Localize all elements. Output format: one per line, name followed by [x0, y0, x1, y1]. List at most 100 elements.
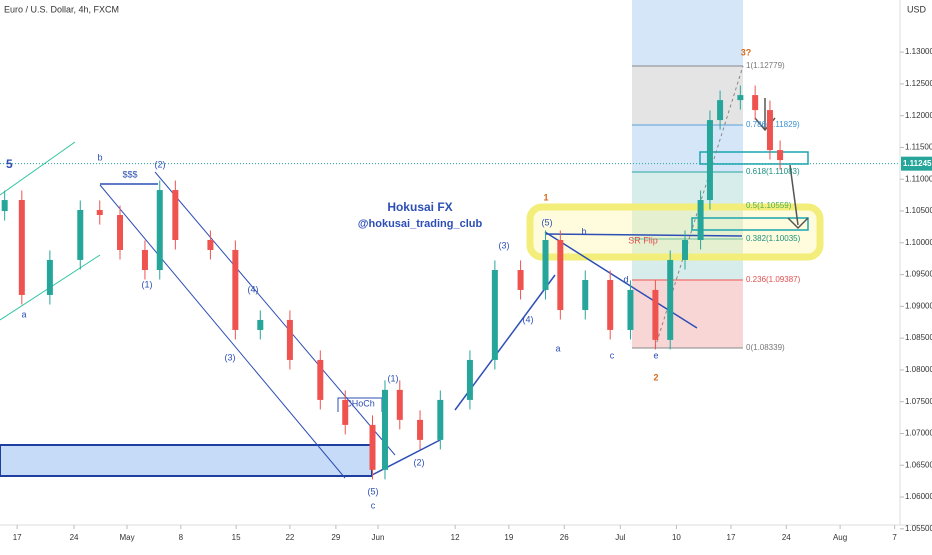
wave-label: 5	[6, 157, 13, 171]
candle-body	[766, 110, 773, 151]
box	[691, 217, 809, 231]
wave-label: (4)	[523, 314, 534, 324]
fib-label: 0.236(1.09387)	[746, 275, 801, 284]
y-tick-label: 1.12000	[905, 111, 932, 120]
candle-body	[752, 95, 759, 111]
candle-body	[18, 200, 25, 295]
wave-label: c	[610, 350, 615, 360]
wave-label: (5)	[368, 486, 379, 496]
candle-body	[257, 319, 264, 330]
y-tick-label: 1.06500	[905, 460, 932, 469]
x-tick-label: 19	[504, 533, 513, 542]
fib-zone	[632, 172, 743, 280]
wave-label: (1)	[142, 279, 153, 289]
x-tick-label: 17	[727, 533, 736, 542]
y-tick-label: 1.08000	[905, 365, 932, 374]
x-tick-label: 10	[672, 533, 681, 542]
candle-body	[77, 210, 84, 260]
wave-label: b	[97, 152, 102, 162]
wave-label: 2	[653, 372, 658, 382]
y-tick-label: 1.08500	[905, 333, 932, 342]
candle-body	[369, 424, 376, 470]
wave-label: (3)	[225, 352, 236, 362]
x-tick-label: 17	[13, 533, 22, 542]
candle-body	[542, 240, 549, 290]
candle-body	[96, 210, 103, 216]
x-tick-label: 15	[232, 533, 241, 542]
fib-label: 0.382(1.10035)	[746, 234, 801, 243]
candle-body	[557, 240, 564, 310]
candle-body	[491, 270, 498, 360]
candle-body	[417, 419, 424, 440]
wave-label: (2)	[155, 159, 166, 169]
y-tick-label: 1.09500	[905, 270, 932, 279]
y-tick-label: 1.06000	[905, 492, 932, 501]
candle-body	[717, 100, 724, 121]
x-tick-label: Jun	[372, 533, 385, 542]
candle-body	[627, 289, 634, 330]
wave-label: e	[653, 350, 658, 360]
wave-label: a	[21, 309, 26, 319]
y-tick-label: 1.10500	[905, 206, 932, 215]
x-tick-label: 12	[451, 533, 460, 542]
x-tick-label: May	[119, 533, 134, 542]
wave-label: (1)	[388, 373, 399, 383]
watermark: Hokusai FX	[387, 200, 452, 214]
x-tick-label: Jul	[615, 533, 625, 542]
candle-body	[117, 215, 124, 250]
wave-label: a	[555, 343, 560, 353]
candle-body	[156, 190, 163, 270]
last-price-label: 1.11245	[903, 159, 932, 168]
y-tick-label: 1.12500	[905, 79, 932, 88]
fib-label: 0.786(1.11829)	[746, 120, 800, 129]
candle-body	[396, 389, 403, 420]
candle-body	[317, 359, 324, 400]
wave-label: (4)	[248, 284, 259, 294]
candle-body	[737, 95, 744, 101]
wave-label: 1	[543, 192, 548, 202]
candle-body	[706, 120, 713, 201]
fib-zone	[632, 66, 743, 125]
wave-label: CHoCh	[345, 398, 375, 408]
candle-body	[466, 359, 473, 400]
candle-body	[582, 279, 589, 310]
wave-label: b	[581, 226, 586, 236]
fib-zone	[632, 280, 743, 348]
candle-body	[141, 249, 148, 270]
candle-body	[286, 319, 293, 360]
y-tick-label: 1.11000	[905, 174, 932, 183]
highlight-zone	[526, 203, 824, 261]
x-tick-label: 24	[782, 533, 791, 542]
chart-title: Euro / U.S. Dollar, 4h, FXCM	[4, 4, 119, 14]
y-tick-label: 1.10000	[905, 238, 932, 247]
x-tick-label: 22	[285, 533, 294, 542]
wave-label: d	[623, 274, 628, 284]
demand-zone	[0, 444, 373, 477]
y-tick-label: 1.11500	[905, 143, 932, 152]
x-tick-label: 8	[179, 533, 184, 542]
y-tick-label: 1.07000	[905, 429, 932, 438]
y-tick-label: 1.07500	[905, 397, 932, 406]
candle-body	[232, 249, 239, 330]
wave-label: (2)	[414, 457, 425, 467]
y-tick-label: 1.13000	[905, 47, 932, 56]
candle-body	[172, 190, 179, 240]
wave-label: 3?	[741, 47, 752, 57]
wave-label: (3)	[499, 240, 510, 250]
wave-label: (5)	[542, 217, 553, 227]
candle-body	[777, 150, 784, 161]
candle-body	[697, 200, 704, 240]
candle-body	[207, 240, 214, 250]
candle-body	[517, 270, 524, 290]
sr-flip: SR Flip	[628, 235, 658, 245]
watermark: @hokusai_trading_club	[358, 218, 483, 230]
candle-body	[682, 240, 689, 260]
x-tick-label: 24	[70, 533, 79, 542]
wave-label: c	[371, 500, 376, 510]
candle-body	[381, 389, 388, 470]
x-tick-label: 26	[560, 533, 569, 542]
fib-label: 0.618(1.11083)	[746, 167, 800, 176]
candle-body	[1, 200, 8, 212]
